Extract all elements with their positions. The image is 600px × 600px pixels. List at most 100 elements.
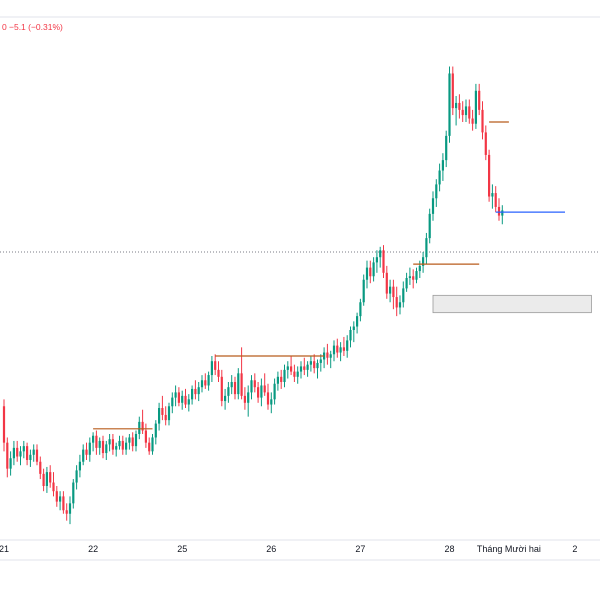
candle (204, 373, 207, 389)
candle (194, 380, 197, 400)
candle (210, 356, 213, 382)
candle (148, 437, 151, 455)
candle-body (19, 451, 22, 457)
candle-body (164, 414, 167, 421)
candle-body (55, 491, 58, 502)
candle-body (6, 442, 9, 469)
candle (68, 496, 72, 525)
x-tick-label: 22 (88, 544, 98, 554)
candle-body (273, 383, 276, 400)
candle-body (425, 238, 428, 258)
candle (276, 371, 279, 391)
candle-body (118, 440, 121, 447)
candle (461, 101, 464, 122)
candle-body (214, 361, 217, 370)
candle-body (309, 361, 312, 365)
candle (415, 267, 418, 284)
candle (382, 245, 385, 278)
candle (441, 153, 444, 181)
candle (336, 338, 339, 358)
x-tick-label: 25 (177, 544, 187, 554)
candle (161, 395, 164, 421)
candle (144, 423, 147, 448)
candle-body (276, 376, 279, 384)
candle-body (342, 347, 345, 351)
levels (93, 121, 565, 430)
candle-body (359, 302, 362, 317)
candle-body (35, 449, 39, 462)
candle (468, 99, 471, 124)
candle-body (2, 406, 6, 443)
candle-body (481, 109, 484, 133)
candle-body (382, 250, 385, 273)
x-tick-label: 21 (0, 544, 9, 554)
candle (356, 312, 359, 334)
candle (39, 456, 42, 480)
zones (432, 294, 592, 314)
candle-body (412, 276, 415, 280)
candle (372, 257, 375, 282)
candle-body (184, 395, 187, 405)
candle (445, 130, 448, 168)
candle (240, 347, 243, 400)
candle-body (167, 406, 171, 421)
candle (78, 454, 81, 478)
candle-body (210, 361, 213, 376)
candle-body (290, 366, 293, 372)
candle (75, 465, 78, 490)
candle (369, 260, 372, 284)
candle-body (12, 447, 15, 459)
candle (108, 434, 111, 452)
candle (237, 368, 240, 400)
candle-body (362, 279, 365, 303)
candle (115, 442, 118, 457)
candle (329, 350, 332, 369)
candle (227, 382, 230, 403)
candle (491, 184, 494, 209)
candle (29, 449, 32, 467)
candle-body (92, 435, 95, 443)
candle (131, 432, 134, 452)
candle-body (395, 297, 398, 308)
candle-body (224, 395, 227, 402)
candle (224, 388, 227, 410)
candle (118, 435, 121, 450)
candle (402, 281, 405, 308)
candle-body (207, 375, 210, 386)
x-tick-label: 27 (355, 544, 365, 554)
candle-body (319, 359, 322, 363)
candle-body (220, 376, 223, 402)
candle (45, 466, 48, 493)
candle (121, 435, 124, 455)
candle (257, 382, 260, 403)
candle (398, 295, 402, 315)
candle-body (352, 326, 355, 330)
candle-body (141, 421, 144, 431)
candle (349, 326, 352, 348)
candle-body (349, 330, 352, 341)
candle (65, 503, 68, 521)
candle (184, 388, 187, 408)
candle-body (316, 362, 319, 369)
candle (101, 435, 105, 459)
candle-body (32, 449, 35, 455)
x-tick-label: 2 (572, 544, 577, 554)
candle (243, 387, 246, 410)
candle (478, 83, 481, 116)
candle (346, 335, 349, 358)
candle (385, 265, 388, 299)
candle-body (88, 442, 91, 455)
candle (299, 361, 303, 379)
candle (293, 364, 296, 382)
candle-body (263, 385, 266, 393)
candle (214, 354, 217, 376)
candle (207, 371, 210, 391)
candle-body (138, 421, 141, 434)
candle (138, 416, 141, 440)
grid (0, 16, 600, 561)
candle-body (375, 257, 378, 263)
candle (260, 378, 263, 407)
candle-body (158, 408, 161, 424)
candle (425, 232, 428, 265)
